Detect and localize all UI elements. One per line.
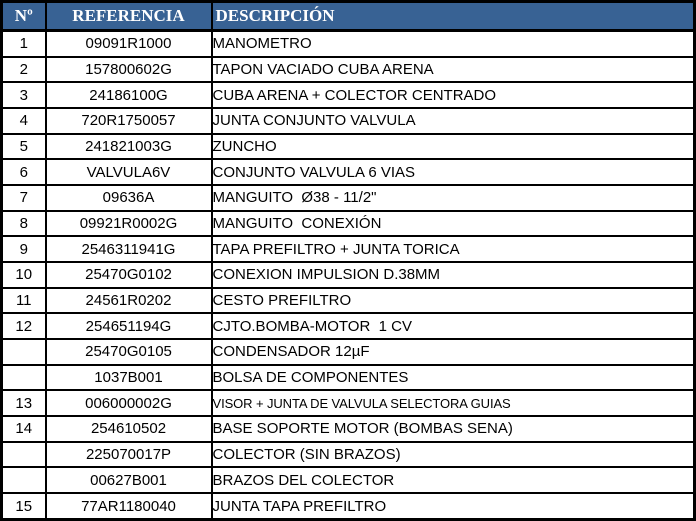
cell-num (0, 440, 47, 469)
cell-referencia: 720R1750057 (44, 107, 213, 135)
cell-referencia: 2546311941G (44, 235, 213, 264)
cell-referencia: 24561R0202 (44, 286, 213, 315)
cell-descripcion: CJTO.BOMBA-MOTOR 1 CV (210, 312, 696, 341)
table-row: 25470G0105 CONDENSADOR 12µF (0, 338, 696, 366)
table-row: 00627B001 BRAZOS DEL COLECTOR (0, 466, 696, 495)
table-row: 2 157800602G TAPON VACIADO CUBA ARENA (0, 55, 696, 84)
cell-num: 7 (0, 184, 47, 212)
table-body: 1 09091R1000 MANOMETRO 2 157800602G TAPON VAC… (0, 29, 696, 521)
table-row: 1037B001 BOLSA DE COMPONENTES (0, 363, 696, 392)
table-header: Nº REFERENCIA DESCRIPCIÓN (0, 0, 696, 32)
cell-descripcion: CUBA ARENA + COLECTOR CENTRADO (210, 81, 696, 110)
cell-descripcion: ZUNCHO (210, 132, 696, 161)
cell-num: 8 (0, 209, 47, 238)
cell-descripcion: COLECTOR (SIN BRAZOS) (210, 440, 696, 469)
cell-referencia: 25470G0105 (44, 338, 213, 366)
cell-num (0, 363, 47, 392)
cell-descripcion: JUNTA TAPA PREFILTRO (210, 492, 696, 521)
cell-descripcion: BOLSA DE COMPONENTES (210, 363, 696, 392)
cell-descripcion: JUNTA CONJUNTO VALVULA (210, 107, 696, 135)
cell-num (0, 338, 47, 366)
cell-descripcion: BASE SOPORTE MOTOR (BOMBAS SENA) (210, 415, 696, 443)
cell-num: 14 (0, 415, 47, 443)
cell-num: 12 (0, 312, 47, 341)
table-row: 14 254610502 BASE SOPORTE MOTOR (BOMBAS SE… (0, 415, 696, 443)
table-row: 7 09636A MANGUITO Ø38 - 11/2" (0, 184, 696, 212)
table-row: 6 VALVULA6V CONJUNTO VALVULA 6 VIAS (0, 158, 696, 187)
table-header-row: Nº REFERENCIA DESCRIPCIÓN (0, 0, 696, 32)
cell-descripcion: MANGUITO CONEXIÓN (210, 209, 696, 238)
cell-referencia: 157800602G (44, 55, 213, 84)
table-row: 1 09091R1000 MANOMETRO (0, 29, 696, 58)
table-row: 11 24561R0202 CESTO PREFILTRO (0, 286, 696, 315)
cell-descripcion: BRAZOS DEL COLECTOR (210, 466, 696, 495)
cell-num: 2 (0, 55, 47, 84)
column-header-num: Nº (0, 0, 47, 32)
cell-referencia: 00627B001 (44, 466, 213, 495)
column-header-referencia: REFERENCIA (44, 0, 213, 32)
cell-num: 9 (0, 235, 47, 264)
cell-descripcion: VISOR + JUNTA DE VALVULA SELECTORA GUIAS (210, 389, 696, 418)
cell-num: 6 (0, 158, 47, 187)
cell-referencia: VALVULA6V (44, 158, 213, 187)
cell-descripcion: MANOMETRO (210, 29, 696, 58)
cell-referencia: 09921R0002G (44, 209, 213, 238)
table-row: 15 77AR1180040 JUNTA TAPA PREFILTRO (0, 492, 696, 521)
cell-referencia: 225070017P (44, 440, 213, 469)
cell-num: 1 (0, 29, 47, 58)
cell-descripcion: CESTO PREFILTRO (210, 286, 696, 315)
cell-descripcion: TAPA PREFILTRO + JUNTA TORICA (210, 235, 696, 264)
cell-referencia: 09636A (44, 184, 213, 212)
cell-referencia: 09091R1000 (44, 29, 213, 58)
cell-descripcion: CONDENSADOR 12µF (210, 338, 696, 366)
column-header-descripcion: DESCRIPCIÓN (210, 0, 696, 32)
cell-referencia: 25470G0102 (44, 261, 213, 289)
cell-referencia: 77AR1180040 (44, 492, 213, 521)
cell-num: 3 (0, 81, 47, 110)
cell-descripcion: TAPON VACIADO CUBA ARENA (210, 55, 696, 84)
table-row: 4 720R1750057 JUNTA CONJUNTO VALVULA (0, 107, 696, 135)
cell-descripcion: CONJUNTO VALVULA 6 VIAS (210, 158, 696, 187)
cell-num: 10 (0, 261, 47, 289)
cell-referencia: 254651194G (44, 312, 213, 341)
cell-referencia: 1037B001 (44, 363, 213, 392)
cell-num: 15 (0, 492, 47, 521)
table-row: 3 24186100G CUBA ARENA + COLECTOR CENTRADO (0, 81, 696, 110)
cell-descripcion: MANGUITO Ø38 - 11/2" (210, 184, 696, 212)
cell-referencia: 241821003G (44, 132, 213, 161)
table-row: 12 254651194G CJTO.BOMBA-MOTOR 1 CV (0, 312, 696, 341)
cell-num: 4 (0, 107, 47, 135)
table-row: 9 2546311941G TAPA PREFILTRO + JUNTA TORIC… (0, 235, 696, 264)
cell-num (0, 466, 47, 495)
cell-descripcion: CONEXION IMPULSION D.38MM (210, 261, 696, 289)
cell-referencia: 006000002G (44, 389, 213, 418)
cell-referencia: 24186100G (44, 81, 213, 110)
table-row: 10 25470G0102 CONEXION IMPULSION D.38MM (0, 261, 696, 289)
table-row: 5 241821003G ZUNCHO (0, 132, 696, 161)
table-row: 8 09921R0002G MANGUITO CONEXIÓN (0, 209, 696, 238)
table-row: 225070017P COLECTOR (SIN BRAZOS) (0, 440, 696, 469)
table-row: 13 006000002G VISOR + JUNTA DE VALVULA SEL… (0, 389, 696, 418)
cell-referencia: 254610502 (44, 415, 213, 443)
cell-num: 5 (0, 132, 47, 161)
cell-num: 13 (0, 389, 47, 418)
cell-num: 11 (0, 286, 47, 315)
